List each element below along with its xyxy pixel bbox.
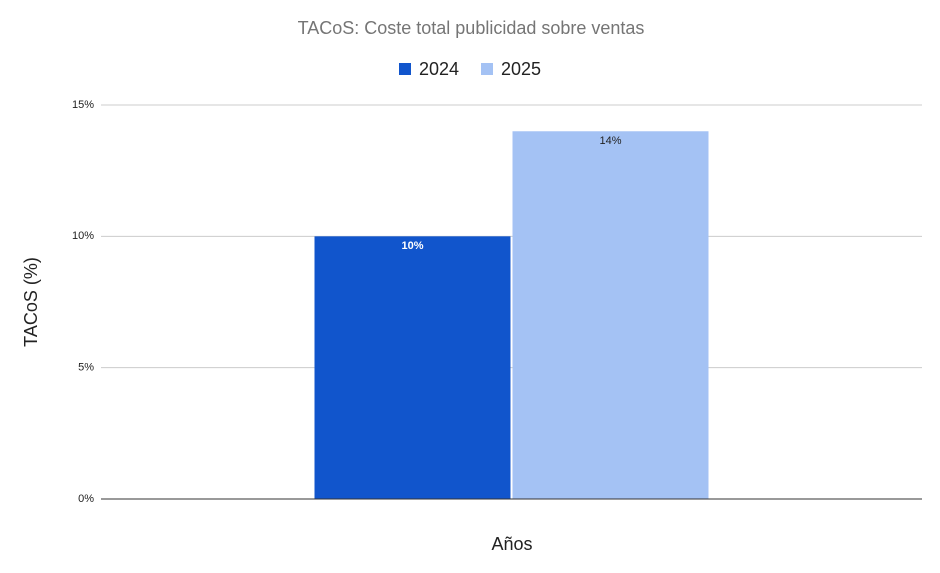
y-tick-label: 15% <box>72 99 94 111</box>
y-tick-label: 10% <box>72 230 94 242</box>
bar <box>512 131 709 499</box>
data-label: 14% <box>599 135 621 147</box>
x-axis-label: Años <box>491 534 532 554</box>
legend-label: 2024 <box>419 59 459 79</box>
y-tick-label: 0% <box>78 493 94 505</box>
legend-swatch <box>481 63 493 75</box>
legend-label: 2025 <box>501 59 541 79</box>
bar <box>314 236 511 500</box>
y-tick-label: 5% <box>78 362 94 374</box>
data-label: 10% <box>401 240 423 252</box>
y-axis-label: TACoS (%) <box>21 257 41 347</box>
chart-title: TACoS: Coste total publicidad sobre vent… <box>298 18 645 38</box>
legend-swatch <box>399 63 411 75</box>
